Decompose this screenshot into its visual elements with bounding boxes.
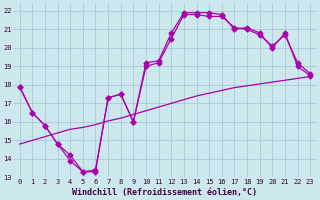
X-axis label: Windchill (Refroidissement éolien,°C): Windchill (Refroidissement éolien,°C) [72,188,258,197]
